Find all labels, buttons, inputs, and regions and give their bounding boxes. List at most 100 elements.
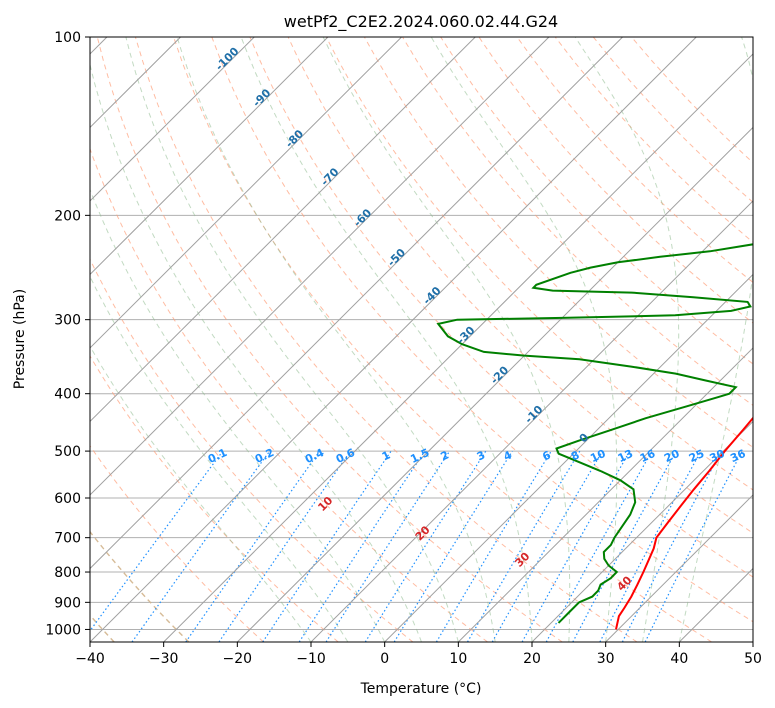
- isotherm-line: [90, 37, 697, 642]
- dry-adiabat: [90, 530, 190, 642]
- moist-adiabat: [240, 37, 533, 642]
- x-axis: −40 −30 −20 −10 0 10 20 30 40 50: [75, 642, 762, 667]
- moist-adiabat: [322, 37, 571, 642]
- mixing-ratio-line: [644, 450, 743, 642]
- isotherm-line: [531, 420, 753, 642]
- dewpoint-profile-line: [436, 243, 753, 624]
- mixing-ratio-label: 30: [708, 447, 728, 465]
- x-tick-label: 30: [597, 651, 615, 667]
- mixing-ratio-line: [325, 450, 451, 642]
- isotherm-line: [457, 347, 753, 642]
- y-tick-label: 200: [54, 208, 81, 224]
- x-tick-label: 10: [449, 651, 467, 667]
- dry-adiabat: [134, 37, 638, 642]
- mixing-ratio-label: 0.6: [334, 446, 357, 466]
- x-tick-label: 20: [523, 651, 541, 667]
- y-tick-label: 600: [54, 491, 81, 507]
- y-tick-label: 500: [54, 444, 81, 460]
- mixing-ratio-label: 36: [728, 447, 748, 465]
- mixing-ratio-line: [393, 450, 513, 642]
- mixing-ratio-label: 1.5: [408, 446, 431, 466]
- mixing-ratio-line: [572, 450, 677, 642]
- x-tick-label: −10: [296, 651, 326, 667]
- chart-title: wetPf2_C2E2.2024.060.02.44.G24: [284, 12, 558, 32]
- moist-adiabat: [90, 188, 386, 642]
- dry-adiabat: [211, 37, 753, 623]
- moist-adiabat: [125, 37, 459, 642]
- mixing-ratio-label: 10: [588, 447, 608, 465]
- isotherm-line: [236, 126, 753, 642]
- y-axis-label: Pressure (hPa): [12, 289, 28, 389]
- plot-frame: [89, 36, 754, 643]
- mixing-ratio-line: [185, 450, 321, 642]
- y-tick-label: 700: [54, 531, 81, 547]
- isotherm-label: -90: [250, 86, 273, 109]
- moist-adiabat: [574, 37, 680, 642]
- mixing-ratio-label: 13: [616, 447, 635, 465]
- background-lines: [90, 37, 753, 642]
- mixing-ratio-line: [466, 450, 581, 642]
- moist-adiabat: [90, 275, 349, 642]
- moist-adiabat: [430, 37, 618, 642]
- profile-lines: [436, 243, 753, 630]
- isotherm-label: -60: [351, 206, 374, 229]
- x-tick-label: 50: [744, 651, 762, 667]
- dry-adiabat: [440, 37, 753, 365]
- moist-adiabat: [90, 62, 422, 642]
- mixing-ratio-line: [131, 450, 271, 642]
- dry-adiabat: [90, 147, 488, 642]
- mixing-ratio-line: [521, 450, 631, 642]
- y-tick-label: 900: [54, 595, 81, 611]
- isotherm-line: [90, 37, 623, 570]
- y-tick-label: 1000: [45, 622, 81, 638]
- isotherm-label: -40: [420, 284, 443, 307]
- mixing-ratio-line: [298, 450, 426, 642]
- mixing-ratio-line: [218, 450, 351, 642]
- x-tick-label: −40: [75, 651, 105, 667]
- y-tick-label: 800: [54, 565, 81, 581]
- dry-adiabat: [173, 37, 712, 642]
- mixing-ratio-line: [364, 450, 487, 642]
- isotherm-line: [752, 641, 753, 642]
- dry-adiabat: [592, 37, 753, 203]
- moist-adiabat: [678, 37, 753, 642]
- dry-adiabat: [90, 258, 414, 642]
- mixing-ratio-label: 25: [687, 447, 706, 465]
- temperature-profile-line: [615, 416, 753, 630]
- mixing-ratio-line: [262, 450, 392, 642]
- x-tick-label: 40: [670, 651, 688, 667]
- y-axis: 100 200 300 400 500 600 700 800 900 1000: [45, 30, 90, 638]
- mixing-ratio-label: 20: [662, 447, 682, 465]
- isotherm-line: [605, 494, 753, 642]
- mixing-ratio-label: 16: [638, 447, 658, 465]
- isotherm-line: [310, 200, 753, 642]
- isotherm-line: [384, 273, 753, 642]
- isotherm-label: -30: [454, 324, 477, 347]
- isotherm-line: [90, 37, 255, 202]
- y-tick-label: 100: [54, 30, 81, 46]
- x-tick-label: −30: [149, 651, 179, 667]
- x-tick-label: −20: [223, 651, 253, 667]
- theta-label: 30: [512, 549, 532, 569]
- isotherm-line: [678, 567, 753, 642]
- dry-adiabat: [96, 37, 563, 642]
- isotherm-line: [163, 53, 753, 642]
- dry-adiabat: [90, 355, 339, 642]
- mixing-ratio-line: [545, 450, 653, 642]
- isotherm-label: -80: [283, 127, 306, 150]
- dry-adiabat: [249, 37, 753, 578]
- isotherm-label: -70: [318, 165, 341, 188]
- mixing-ratio-label: 0.4: [303, 446, 326, 466]
- dry-adiabat: [516, 37, 753, 284]
- moist-adiabat: [90, 345, 312, 642]
- isotherm-line: [90, 37, 402, 349]
- y-tick-label: 300: [54, 313, 81, 329]
- isotherm-line: [90, 37, 550, 496]
- y-tick-label: 400: [54, 387, 81, 403]
- dry-adiabat: [554, 37, 753, 243]
- mixing-ratio-line: [435, 450, 552, 642]
- dry-adiabat: [90, 445, 264, 642]
- moist-adiabat: [176, 37, 496, 642]
- isotherm-label: -100: [213, 44, 242, 73]
